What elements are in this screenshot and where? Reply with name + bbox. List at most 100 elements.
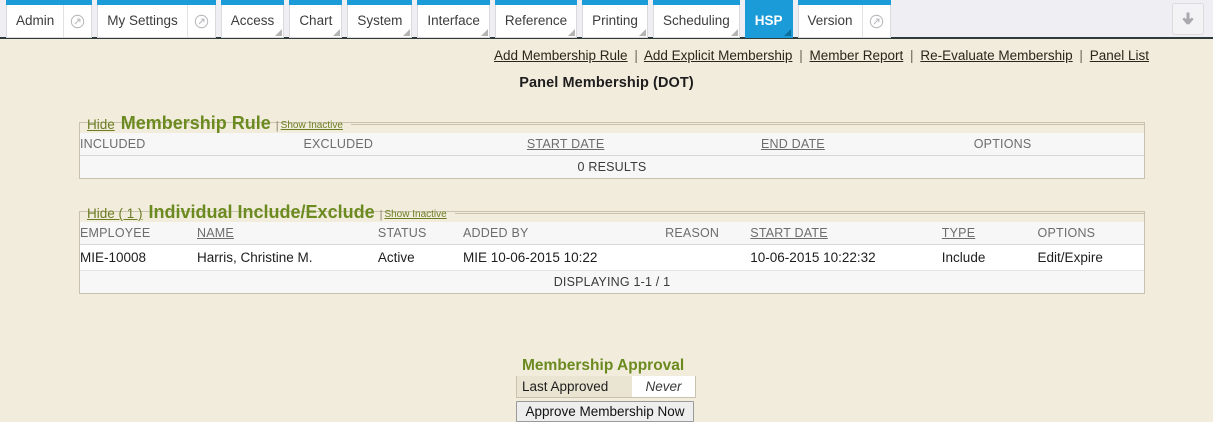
tab-access[interactable]: Access	[220, 0, 285, 38]
tab-accent-bar	[347, 0, 413, 5]
toggle-hide-individual-include-exclude[interactable]: Hide ( 1 )	[87, 206, 143, 221]
tab-label: Reference	[504, 13, 568, 29]
column-header-excluded: EXCLUDED	[303, 133, 527, 156]
tab-accent-bar	[582, 0, 648, 5]
tab-version[interactable]: Version	[797, 0, 891, 38]
table-row[interactable]: MIE-10008 Harris, Christine M. Active MI…	[80, 244, 1144, 271]
page-title: Panel Membership (DOT)	[519, 75, 694, 91]
tab-my-settings[interactable]: My Settings	[97, 0, 216, 38]
tab-label: Access	[230, 13, 275, 29]
column-header-name[interactable]: NAME	[197, 222, 378, 245]
column-header-included: INCLUDED	[80, 133, 304, 156]
tab-scheduling[interactable]: Scheduling	[652, 0, 740, 38]
tab-accent-bar	[494, 0, 578, 5]
cell-added-by: MIE 10-06-2015 10:22	[463, 244, 666, 271]
legend-rule	[454, 213, 1145, 214]
link-show-inactive-individual[interactable]: Show Inactive	[384, 209, 447, 220]
tab-reference[interactable]: Reference	[494, 0, 578, 38]
membership-rule-table: INCLUDED EXCLUDED START DATE END DATE OP…	[80, 133, 1144, 178]
link-add-membership-rule[interactable]: Add Membership Rule	[494, 48, 628, 63]
tab-label: HSP	[754, 13, 783, 29]
section-membership-rule: Hide Membership Rule | Show Inactive INC…	[79, 113, 1145, 179]
table-header-row: EMPLOYEE NAME STATUS ADDED BY REASON STA…	[80, 222, 1144, 245]
membership-rule-panel: INCLUDED EXCLUDED START DATE END DATE OP…	[79, 122, 1145, 179]
link-add-explicit-membership[interactable]: Add Explicit Membership	[643, 48, 793, 63]
tab-accent-bar	[797, 0, 891, 5]
cell-reason	[665, 244, 751, 271]
tab-label: Scheduling	[662, 13, 730, 29]
tab-accent-bar	[744, 0, 793, 5]
tab-label: Interface	[427, 13, 480, 29]
last-approved-row: Last Approved Never	[517, 376, 695, 397]
tab-hsp[interactable]: HSP	[744, 0, 793, 38]
column-header-employee: EMPLOYEE	[80, 222, 198, 245]
chevron-down-icon	[333, 29, 341, 36]
link-panel-list[interactable]: Panel List	[1089, 48, 1149, 63]
column-header-end-date[interactable]: END DATE	[760, 133, 974, 156]
section-title: Membership Rule	[120, 113, 271, 133]
legend-separator: |	[275, 120, 279, 132]
cell-type: Include	[941, 244, 1038, 271]
section-legend: Hide Membership Rule | Show Inactive	[79, 113, 1145, 133]
table-footer-row: 0 RESULTS	[80, 155, 1144, 178]
section-legend: Membership Approval	[516, 357, 696, 376]
link-separator: |	[634, 48, 638, 63]
collapse-toolbar-button[interactable]	[1172, 3, 1204, 35]
column-header-options: OPTIONS	[973, 133, 1144, 156]
tab-label: System	[357, 13, 403, 29]
chevron-down-icon	[568, 29, 576, 36]
section-individual-include-exclude: Hide ( 1 ) Individual Include/Exclude | …	[79, 202, 1145, 294]
membership-approval-panel: Last Approved Never	[516, 376, 696, 398]
toggle-hide-membership-rule[interactable]: Hide	[87, 117, 115, 132]
tab-label: Printing	[592, 13, 638, 29]
column-header-start-date[interactable]: START DATE	[750, 222, 942, 245]
chevron-down-icon	[275, 29, 283, 36]
column-header-added-by: ADDED BY	[463, 222, 666, 245]
approve-membership-now-button[interactable]: Approve Membership Now	[516, 401, 694, 422]
column-header-options: OPTIONS	[1037, 222, 1144, 245]
column-header-status: STATUS	[377, 222, 464, 245]
section-title: Individual Include/Exclude	[148, 202, 375, 222]
link-re-evaluate-membership[interactable]: Re-Evaluate Membership	[920, 48, 1073, 63]
tab-chart[interactable]: Chart	[289, 0, 343, 38]
cell-name: Harris, Christine M.	[197, 244, 378, 271]
individual-include-exclude-panel: EMPLOYEE NAME STATUS ADDED BY REASON STA…	[79, 211, 1145, 294]
column-header-type[interactable]: TYPE	[941, 222, 1038, 245]
cell-options[interactable]: Edit/Expire	[1037, 244, 1144, 271]
last-approved-label: Last Approved	[517, 376, 632, 397]
chevron-down-icon	[638, 29, 646, 36]
external-link-icon[interactable]	[63, 5, 91, 37]
tab-admin[interactable]: Admin	[6, 0, 93, 38]
external-link-icon[interactable]	[186, 5, 215, 37]
tab-accent-bar	[6, 0, 93, 5]
down-arrow-icon	[1182, 12, 1194, 25]
table-header-row: INCLUDED EXCLUDED START DATE END DATE OP…	[80, 133, 1144, 156]
cell-status: Active	[377, 244, 464, 271]
tab-accent-bar	[289, 0, 343, 5]
tab-system[interactable]: System	[347, 0, 413, 38]
section-legend: Hide ( 1 ) Individual Include/Exclude | …	[79, 202, 1145, 222]
tab-accent-bar	[652, 0, 740, 5]
tab-label: My Settings	[107, 13, 178, 29]
tab-printing[interactable]: Printing	[582, 0, 648, 38]
section-membership-approval: Membership Approval Last Approved Never …	[516, 357, 696, 422]
column-header-reason: REASON	[665, 222, 751, 245]
column-header-start-date[interactable]: START DATE	[526, 133, 761, 156]
cell-start-date: 10-06-2015 10:22:32	[750, 244, 942, 271]
primary-tab-bar: Admin My Settings Access Chart	[0, 0, 1213, 39]
link-separator: |	[910, 48, 914, 63]
legend-separator: |	[379, 209, 383, 221]
result-count: 0 RESULTS	[80, 155, 1144, 178]
cell-employee: MIE-10008	[80, 244, 198, 271]
link-member-report[interactable]: Member Report	[809, 48, 904, 63]
tab-interface[interactable]: Interface	[417, 0, 490, 38]
chevron-down-icon	[480, 29, 488, 36]
external-link-icon[interactable]	[861, 5, 890, 37]
link-show-inactive-membership-rule[interactable]: Show Inactive	[280, 120, 343, 131]
chevron-down-icon	[783, 29, 791, 36]
chevron-down-icon	[403, 29, 411, 36]
table-footer-row: DISPLAYING 1-1 / 1	[80, 270, 1144, 293]
tab-label: Version	[807, 13, 853, 29]
tab-label: Chart	[299, 13, 333, 29]
chevron-down-icon	[730, 29, 738, 36]
